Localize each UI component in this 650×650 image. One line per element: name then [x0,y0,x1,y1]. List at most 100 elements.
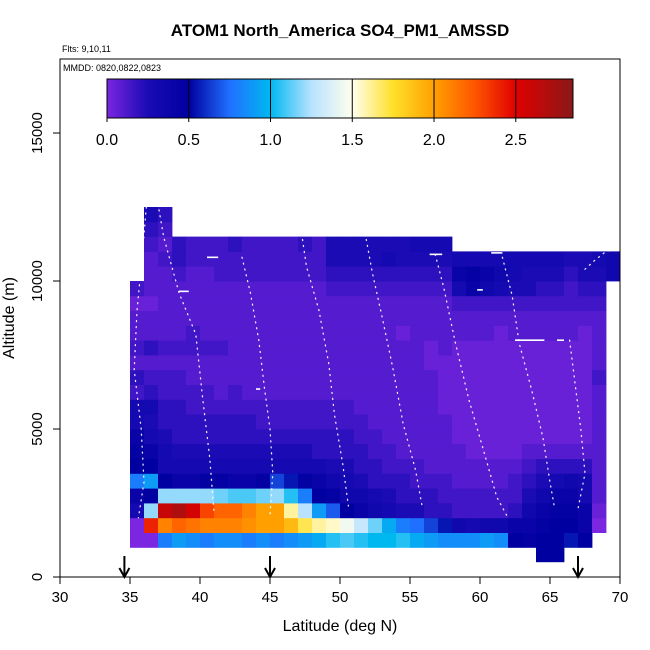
heatmap-cell [284,532,299,548]
heatmap-cell [270,488,285,504]
heatmap-cell [522,399,537,415]
heatmap-cell [298,488,313,504]
heatmap-cell [452,281,467,297]
heatmap-cell [326,458,341,474]
heatmap-cell [158,221,173,237]
heatmap-cell [158,488,173,504]
heatmap-cell [228,429,243,445]
heatmap-cell [452,266,467,282]
heatmap-cell [368,266,383,282]
heatmap-cell [270,281,285,297]
heatmap-cell [354,414,369,430]
heatmap-cell [382,236,397,252]
heatmap-cell [354,399,369,415]
heatmap-cell [564,443,579,459]
heatmap-cell [270,473,285,489]
heatmap-cell [578,458,593,474]
heatmap-cell [144,236,159,252]
heatmap-cells [130,207,621,563]
heatmap-cell [354,532,369,548]
heatmap-cell [466,251,481,267]
heatmap-cell [438,517,453,533]
heatmap-cell [228,266,243,282]
heatmap-cell [242,355,257,371]
heatmap-cell [368,236,383,252]
heatmap-cell [494,429,509,445]
heatmap-cell [298,340,313,356]
heatmap-cell [228,310,243,326]
heatmap-cell [298,414,313,430]
heatmap-cell [270,355,285,371]
heatmap-cell [214,236,229,252]
heatmap-cell [340,355,355,371]
heatmap-cell [228,325,243,341]
heatmap-cell [396,473,411,489]
heatmap-cell [270,517,285,533]
heatmap-cell [130,325,145,341]
heatmap-cell [578,517,593,533]
heatmap-cell [326,532,341,548]
heatmap-cell [550,517,565,533]
heatmap-cell [242,488,257,504]
heatmap-cell [592,251,607,267]
heatmap-cell [382,458,397,474]
heatmap-cell [438,473,453,489]
heatmap-cell [494,266,509,282]
heatmap-cell [326,325,341,341]
heatmap-cell [564,414,579,430]
heatmap-cell [564,399,579,415]
heatmap-cell [200,399,215,415]
heatmap-cell [312,266,327,282]
heatmap-cell [438,503,453,519]
x-tick-label: 65 [542,589,559,606]
heatmap-cell [592,281,607,297]
heatmap-cell [564,503,579,519]
heatmap-cell [438,325,453,341]
heatmap-cell [410,266,425,282]
heatmap-cell [214,355,229,371]
heatmap-cell [200,473,215,489]
heatmap-cell [256,443,271,459]
heatmap-cell [186,473,201,489]
heatmap-cell [158,207,173,223]
heatmap-cell [354,517,369,533]
heatmap-cell [172,266,187,282]
heatmap-cell [368,429,383,445]
heatmap-cell [214,429,229,445]
heatmap-cell [200,503,215,519]
heatmap-cell [494,503,509,519]
heatmap-cell [592,369,607,385]
heatmap-cell [536,429,551,445]
heatmap-cell [494,399,509,415]
heatmap-cell [130,355,145,371]
heatmap-cell [592,517,607,533]
heatmap-cell [536,503,551,519]
heatmap-cell [536,414,551,430]
heatmap-cell [284,384,299,400]
heatmap-cell [410,310,425,326]
heatmap-cell [410,503,425,519]
heatmap-cell [382,281,397,297]
heatmap-cell [284,310,299,326]
heatmap-cell [340,369,355,385]
heatmap-cell [396,517,411,533]
heatmap-cell [172,429,187,445]
heatmap-cell [382,355,397,371]
heatmap-cell [256,384,271,400]
heatmap-cell [326,473,341,489]
heatmap-cell [284,503,299,519]
heatmap-cell [522,414,537,430]
heatmap-cell [354,310,369,326]
heatmap-cell [578,532,593,548]
heatmap-cell [340,473,355,489]
heatmap-cell [508,414,523,430]
heatmap-cell [452,503,467,519]
heatmap-cell [508,443,523,459]
heatmap-cell [410,281,425,297]
heatmap-cell [270,310,285,326]
heatmap-cell [200,236,215,252]
heatmap-cell [466,503,481,519]
heatmap-cell [242,532,257,548]
heatmap-cell [438,355,453,371]
heatmap-cell [354,384,369,400]
